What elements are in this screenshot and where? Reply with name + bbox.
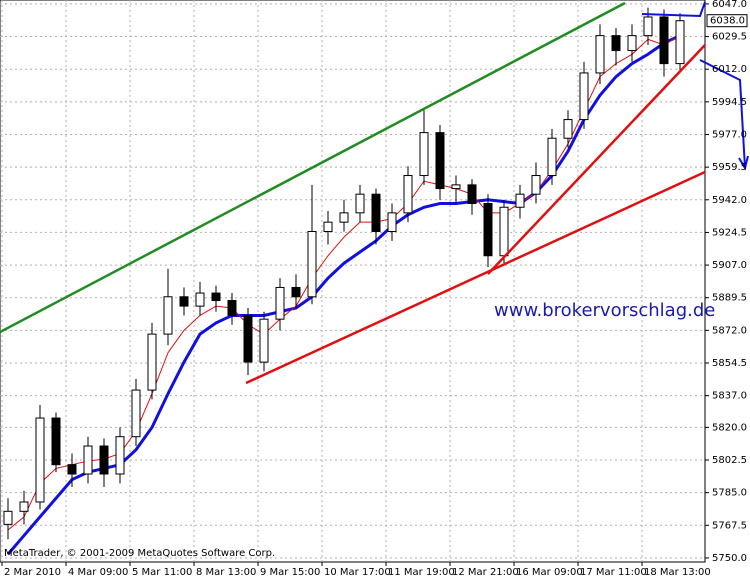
candle-body bbox=[419, 132, 429, 177]
y-tick-label: 5959.5 bbox=[712, 162, 747, 173]
y-tick-label: 5802.5 bbox=[712, 455, 747, 466]
x-tick-label: 5 Mar 11:00 bbox=[132, 567, 192, 578]
candle-body bbox=[35, 417, 45, 503]
candle-body bbox=[339, 212, 349, 223]
candle-body bbox=[83, 445, 93, 475]
y-tick-label: 5750.0 bbox=[712, 553, 747, 564]
candle-body bbox=[499, 206, 509, 257]
candle-body bbox=[51, 417, 61, 466]
y-tick-label: 5872.0 bbox=[712, 325, 747, 336]
annotation: www.brokervorschlag.de bbox=[494, 300, 715, 321]
candle-body bbox=[179, 296, 189, 307]
y-tick-label: 5907.0 bbox=[712, 260, 747, 271]
price-label: 6038.0 bbox=[710, 16, 745, 27]
candle-body bbox=[435, 132, 445, 190]
y-tick-label: 5820.0 bbox=[712, 422, 747, 433]
candle-body bbox=[275, 286, 285, 320]
candle-body bbox=[627, 35, 637, 52]
x-tick-label: 4 Mar 09:00 bbox=[68, 567, 128, 578]
watermark: MetaTrader, © 2001-2009 MetaQuotes Softw… bbox=[4, 548, 275, 559]
candle-body bbox=[131, 389, 141, 438]
trend-line bbox=[245, 170, 706, 385]
y-tick-label: 5977.0 bbox=[712, 129, 747, 140]
candle-body bbox=[531, 175, 541, 195]
candle-body bbox=[467, 184, 477, 205]
candle-body bbox=[19, 501, 29, 512]
candle-body bbox=[579, 72, 589, 121]
x-tick-label: 2 Mar 2010 bbox=[4, 567, 61, 578]
candle-body bbox=[99, 445, 109, 475]
y-tick-label: 5837.0 bbox=[712, 391, 747, 402]
candle-body bbox=[387, 212, 397, 232]
candle-body bbox=[355, 193, 365, 214]
arrow bbox=[699, 59, 746, 169]
candle-body bbox=[243, 314, 253, 363]
candles bbox=[3, 7, 685, 540]
y-tick-label: 5767.5 bbox=[712, 520, 747, 531]
x-tick-label: 11 Mar 19:00 bbox=[388, 567, 455, 578]
candle-body bbox=[675, 20, 685, 65]
x-tick-label: 17 Mar 11:00 bbox=[580, 567, 647, 578]
plot-frame bbox=[0, 0, 706, 563]
candle-body bbox=[291, 286, 301, 298]
candle-body bbox=[611, 35, 621, 52]
y-tick-label: 5924.5 bbox=[712, 227, 747, 238]
x-tick-label: 8 Mar 13:00 bbox=[196, 567, 256, 578]
candle-body bbox=[259, 318, 269, 363]
y-tick-label: 6047.0 bbox=[712, 0, 747, 10]
arrow-head bbox=[738, 155, 749, 171]
channel-line bbox=[0, 1, 626, 334]
y-tick-label: 5889.5 bbox=[712, 293, 747, 304]
grid bbox=[0, 0, 705, 562]
candle-body bbox=[403, 175, 413, 214]
candle-body bbox=[563, 119, 573, 139]
candle-body bbox=[659, 16, 669, 65]
candle-body bbox=[547, 137, 557, 177]
y-tick-label: 5785.0 bbox=[712, 488, 747, 499]
y-tick-label: 6012.0 bbox=[712, 64, 747, 75]
candle-body bbox=[3, 510, 13, 525]
trend-line bbox=[487, 44, 706, 275]
y-tick-label: 5854.5 bbox=[712, 358, 747, 369]
candle-body bbox=[451, 184, 461, 190]
candle-body bbox=[595, 35, 605, 74]
candle-body bbox=[115, 436, 125, 475]
candle-body bbox=[227, 300, 237, 316]
x-tick-label: 12 Mar 21:00 bbox=[452, 567, 519, 578]
candle-body bbox=[371, 193, 381, 232]
candle-body bbox=[195, 292, 205, 307]
y-tick-label: 5942.0 bbox=[712, 195, 747, 206]
x-tick-label: 9 Mar 15:00 bbox=[260, 567, 320, 578]
candle-body bbox=[323, 221, 333, 232]
arrow bbox=[641, 1, 706, 18]
x-tick-label: 10 Mar 17:00 bbox=[324, 567, 391, 578]
candle-body bbox=[483, 203, 493, 257]
candle-body bbox=[211, 292, 221, 302]
candle-body bbox=[307, 230, 317, 298]
candle-body bbox=[515, 193, 525, 208]
candle-body bbox=[643, 16, 653, 37]
candle-body bbox=[163, 296, 173, 335]
x-tick-label: 18 Mar 13:00 bbox=[644, 567, 711, 578]
candle-body bbox=[67, 464, 77, 475]
y-tick-label: 6029.5 bbox=[712, 32, 747, 43]
candle-body bbox=[147, 333, 157, 391]
x-tick-label: 16 Mar 09:00 bbox=[516, 567, 583, 578]
y-tick-label: 5994.5 bbox=[712, 97, 747, 108]
price-box bbox=[706, 14, 748, 28]
